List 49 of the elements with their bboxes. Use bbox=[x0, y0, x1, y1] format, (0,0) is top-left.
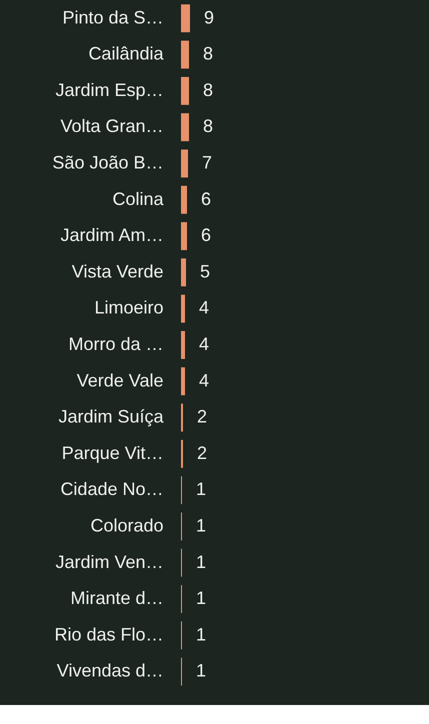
data-label: 1 bbox=[196, 552, 206, 572]
data-label: 8 bbox=[203, 44, 214, 64]
bar bbox=[181, 76, 189, 105]
y-tick-label: Jardim Ven… bbox=[55, 552, 164, 572]
data-label: 1 bbox=[196, 479, 206, 500]
y-tick-label: Vivendas d… bbox=[56, 660, 164, 681]
data-label: 8 bbox=[203, 116, 214, 136]
y-tick-label: Cidade No… bbox=[60, 479, 164, 500]
data-label: 4 bbox=[199, 298, 210, 318]
y-tick-label: Colina bbox=[112, 188, 164, 209]
y-tick-label: Morro da … bbox=[68, 334, 164, 354]
y-tick-label: Jardim Am… bbox=[60, 225, 164, 246]
bar bbox=[181, 186, 187, 214]
y-tick-label: Cailândia bbox=[88, 44, 164, 64]
data-label: 4 bbox=[199, 370, 210, 390]
y-tick-label: Mirante d… bbox=[70, 588, 164, 608]
bar bbox=[181, 258, 186, 286]
bar bbox=[181, 150, 188, 178]
data-label: 4 bbox=[199, 334, 210, 354]
bar bbox=[181, 222, 187, 250]
bar bbox=[181, 367, 185, 396]
y-tick-label: Pinto da S… bbox=[62, 7, 164, 28]
y-tick-label: Vista Verde bbox=[72, 261, 164, 282]
bar bbox=[181, 113, 189, 142]
y-tick-label: Jardim Esp… bbox=[55, 80, 164, 100]
y-tick-label: Colorado bbox=[90, 515, 164, 536]
y-tick-label: Verde Vale bbox=[76, 370, 164, 390]
y-tick-label: São João B… bbox=[52, 152, 164, 173]
data-label: 6 bbox=[201, 225, 212, 246]
data-label: 8 bbox=[203, 80, 214, 100]
y-tick-label: Jardim Suíça bbox=[58, 406, 164, 427]
data-label: 1 bbox=[196, 660, 206, 681]
bar bbox=[181, 294, 185, 323]
y-tick-label: Volta Gran… bbox=[60, 116, 164, 136]
data-label: 1 bbox=[196, 588, 206, 608]
data-label: 5 bbox=[200, 261, 210, 282]
bar bbox=[181, 4, 190, 32]
data-label: 7 bbox=[202, 152, 212, 173]
bar bbox=[181, 40, 189, 69]
y-tick-label: Parque Vit… bbox=[62, 442, 164, 463]
bar bbox=[181, 331, 185, 359]
data-label: 1 bbox=[196, 624, 206, 644]
data-label: 6 bbox=[201, 188, 212, 209]
y-tick-label: Rio das Flo… bbox=[54, 624, 164, 644]
y-tick-label: Limoeiro bbox=[94, 298, 164, 318]
data-label: 2 bbox=[197, 442, 208, 463]
data-label: 9 bbox=[204, 7, 214, 28]
data-label: 2 bbox=[197, 406, 208, 427]
data-label: 1 bbox=[196, 515, 206, 536]
